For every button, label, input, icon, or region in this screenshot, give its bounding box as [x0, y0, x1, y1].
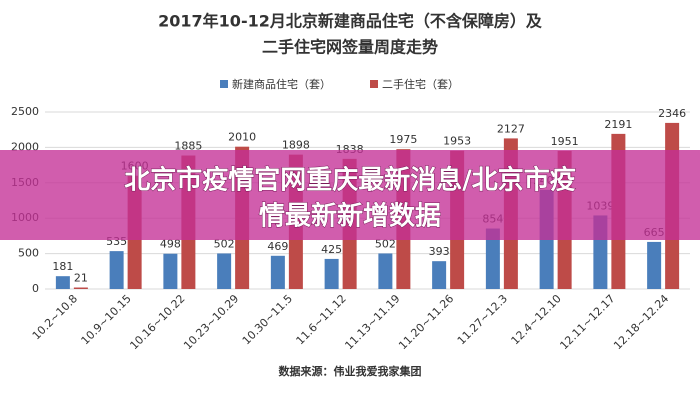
value-label: 393 [429, 245, 450, 258]
bar [647, 241, 662, 289]
banner-text: 情最新新增数据 [259, 201, 441, 232]
bar [73, 287, 88, 289]
y-tick-label: 2500 [11, 105, 39, 118]
value-label: 1975 [389, 133, 417, 146]
y-tick-label: 500 [18, 247, 39, 260]
banner-text: 北京市疫情官网重庆最新消息/北京市疫 [124, 165, 576, 196]
chart-title: 二手住宅网签量周度走势 [262, 38, 438, 57]
legend-label: 二手住宅（套） [382, 77, 459, 91]
bar [432, 261, 447, 289]
bar [55, 276, 70, 289]
value-label: 425 [321, 243, 342, 256]
bar [324, 258, 339, 289]
value-label: 498 [160, 238, 181, 251]
bar [378, 253, 393, 289]
value-label: 502 [375, 237, 396, 250]
legend-label: 新建商品住宅（套） [232, 77, 331, 91]
value-label: 2346 [658, 107, 686, 120]
value-label: 2127 [497, 122, 525, 135]
bar [270, 255, 285, 289]
legend-swatch [370, 80, 378, 88]
bar [217, 253, 232, 289]
value-label: 1898 [282, 139, 310, 152]
value-label: 2010 [228, 131, 256, 144]
value-label: 1885 [174, 140, 202, 153]
value-label: 1951 [551, 135, 579, 148]
value-label: 2191 [604, 118, 632, 131]
y-tick-label: 0 [32, 282, 39, 295]
bar [163, 253, 178, 289]
value-label: 181 [52, 260, 73, 273]
value-label: 469 [267, 240, 288, 253]
source: 数据来源：伟业我爱我家集团 [279, 364, 422, 378]
value-label: 502 [214, 237, 235, 250]
banner-background [0, 150, 700, 240]
chart-title: 2017年10-12月北京新建商品住宅（不含保障房）及 [158, 12, 543, 31]
value-label: 21 [74, 272, 88, 285]
value-label: 1953 [443, 135, 471, 148]
bar [109, 251, 124, 289]
bar [485, 228, 500, 289]
legend-swatch [220, 80, 228, 88]
